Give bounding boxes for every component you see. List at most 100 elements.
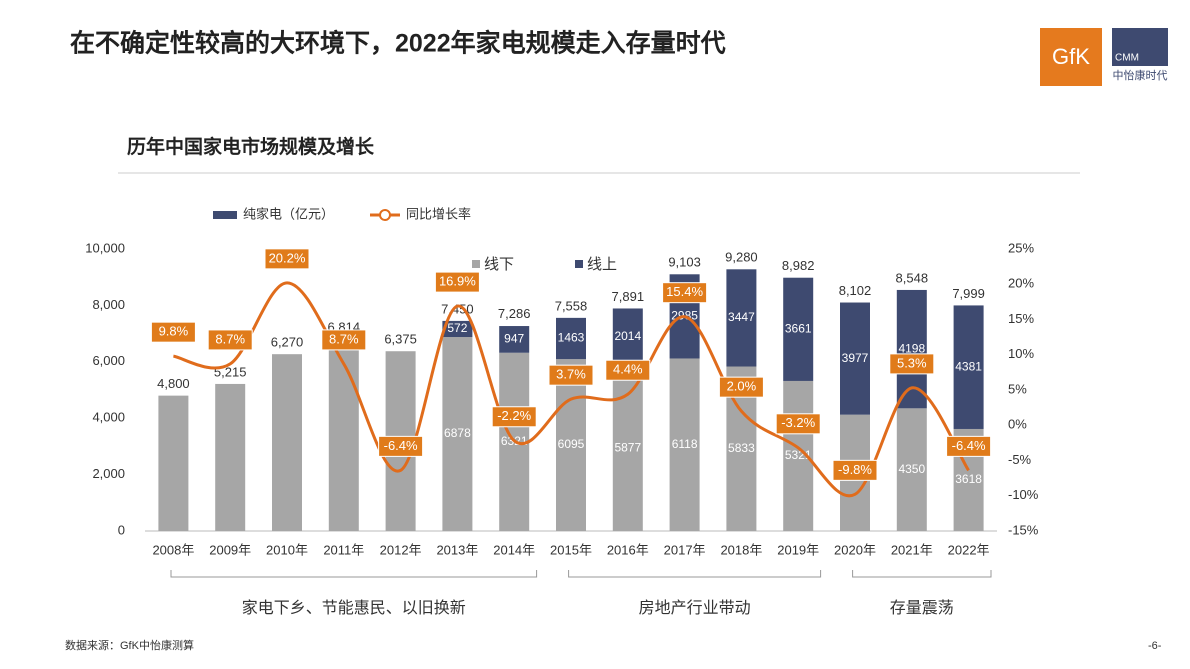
growth-label: -6.4% <box>384 438 418 453</box>
y2-tick-label: 5% <box>1008 381 1027 396</box>
growth-label: 15.4% <box>666 284 703 299</box>
x-tick-label: 2022年 <box>948 542 990 557</box>
x-tick-label: 2015年 <box>550 542 592 557</box>
period-bracket <box>852 570 992 578</box>
chart-title: 历年中国家电市场规模及增长 <box>127 135 375 158</box>
y2-tick-label: 20% <box>1008 276 1034 291</box>
source: 数据来源：GfK中怡康测算 <box>65 638 194 652</box>
bar-offline <box>328 338 359 531</box>
gfk-logo-text: GfK <box>1052 44 1090 69</box>
growth-label: 3.7% <box>556 367 586 382</box>
online-label: 3977 <box>842 351 869 365</box>
bar-offline <box>556 359 586 531</box>
legend-online: 线上 <box>587 256 617 273</box>
online-label: 2014 <box>614 329 641 343</box>
offline-label: 5877 <box>614 440 641 454</box>
period-bracket <box>568 570 822 578</box>
growth-label-box <box>207 329 253 351</box>
growth-label-box <box>548 364 594 386</box>
x-tick-label: 2017年 <box>664 542 706 557</box>
legend-offline: 线下 <box>484 256 514 273</box>
y2-tick-label: -10% <box>1008 487 1039 502</box>
growth-label-box <box>605 359 651 381</box>
total-label: 6,375 <box>384 332 417 347</box>
cmm-logo <box>1112 28 1168 66</box>
growth-label-box <box>264 248 310 270</box>
slide-title: 在不确定性较高的大环境下，2022年家电规模走入存量时代 <box>70 29 726 58</box>
x-tick-label: 2013年 <box>436 542 478 557</box>
online-label: 4381 <box>955 359 982 373</box>
growth-label: 8.7% <box>329 331 359 346</box>
period-label: 房地产行业带动 <box>639 599 751 617</box>
offline-label: 3618 <box>955 472 982 486</box>
growth-label-box <box>889 353 935 375</box>
bar-offline <box>442 337 473 531</box>
y2-tick-label: 0% <box>1008 417 1027 432</box>
growth-label-box <box>321 329 367 351</box>
bar-offline <box>215 383 246 531</box>
online-label: 3661 <box>785 321 812 335</box>
x-tick-label: 2010年 <box>266 542 308 557</box>
x-tick-label: 2020年 <box>834 542 876 557</box>
total-label: 9,280 <box>725 250 758 265</box>
x-tick-label: 2011年 <box>323 542 364 557</box>
x-tick-label: 2019年 <box>777 542 819 557</box>
online-label: 3447 <box>728 310 755 324</box>
legend-bar-swatch <box>213 211 237 219</box>
growth-label-box <box>775 413 821 435</box>
online-label: 1463 <box>558 331 585 345</box>
total-label: 8,548 <box>896 270 929 285</box>
growth-label: 20.2% <box>269 250 306 265</box>
x-tick-label: 2021年 <box>891 542 933 557</box>
bar-offline <box>158 395 189 531</box>
growth-label-box <box>832 459 878 481</box>
total-label: 7,999 <box>952 286 985 301</box>
online-label: 947 <box>504 332 524 346</box>
total-label: 4,800 <box>157 376 190 391</box>
y2-tick-label: -15% <box>1008 522 1039 537</box>
growth-label: 4.4% <box>613 362 643 377</box>
online-label: 572 <box>447 321 467 335</box>
y-tick-label: 2,000 <box>92 466 125 481</box>
growth-label: -2.2% <box>497 408 531 423</box>
bar-online <box>840 302 870 415</box>
page-number: -6- <box>1148 640 1162 652</box>
y2-tick-label: 15% <box>1008 311 1034 326</box>
legend-online-swatch <box>575 260 583 268</box>
growth-line <box>173 281 970 498</box>
total-label: 7,558 <box>555 298 588 313</box>
total-label: 9,103 <box>668 255 701 270</box>
bar-offline <box>896 408 927 531</box>
bar-online <box>556 317 586 360</box>
period-bracket <box>170 570 538 578</box>
x-tick-label: 2009年 <box>209 542 251 557</box>
legend-offline-swatch <box>472 260 480 268</box>
y2-tick-label: 10% <box>1008 346 1034 361</box>
y2-tick-label: 25% <box>1008 240 1034 255</box>
cmm-logo-cn: 中怡康时代 <box>1113 68 1168 82</box>
growth-label-box <box>378 435 424 457</box>
bar-online <box>499 326 530 353</box>
legend-bar: 纯家电（亿元） <box>243 206 334 221</box>
growth-label: 9.8% <box>159 324 189 339</box>
offline-label: 6878 <box>444 426 471 440</box>
legend-line-marker <box>379 209 391 221</box>
x-tick-label: 2018年 <box>720 542 762 557</box>
x-tick-label: 2008年 <box>152 542 194 557</box>
growth-label: -9.8% <box>838 462 872 477</box>
growth-label-box <box>662 282 708 304</box>
growth-label-box <box>434 271 480 293</box>
growth-label: -6.4% <box>952 438 986 453</box>
y-tick-label: 4,000 <box>92 410 125 425</box>
x-tick-label: 2016年 <box>607 542 649 557</box>
online-label: 4198 <box>898 341 925 355</box>
period-label: 家电下乡、节能惠民、以旧换新 <box>242 599 466 617</box>
growth-label-box <box>491 406 537 428</box>
growth-label-box <box>946 435 992 457</box>
offline-label: 5833 <box>728 441 755 455</box>
growth-label: 5.3% <box>897 355 927 370</box>
offline-label: 5321 <box>785 448 812 462</box>
bar-offline <box>272 354 302 531</box>
growth-label: 16.9% <box>439 274 476 289</box>
